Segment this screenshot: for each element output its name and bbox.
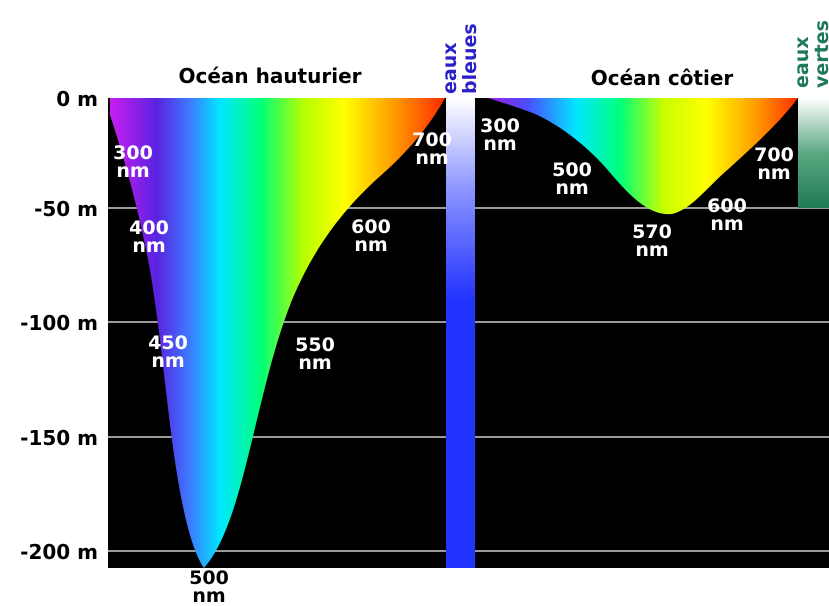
wl-open-600-value: 600 xyxy=(351,216,391,238)
wl-coast-700-unit: nm xyxy=(757,162,790,184)
green-water-label-line2: vertes xyxy=(811,20,829,88)
blue-water-label-line2: bleues xyxy=(459,23,481,94)
wl-open-500-value: 500 xyxy=(189,567,229,589)
depth-tick-100: -100 m xyxy=(20,311,98,335)
open-ocean-title: Océan hauturier xyxy=(178,64,361,88)
blue-water-column xyxy=(446,98,475,568)
open-ocean-spectrum xyxy=(110,98,445,568)
coastal-ocean-title: Océan côtier xyxy=(591,66,734,90)
wl-coast-500-value: 500 xyxy=(552,159,592,181)
wl-open-300-value: 300 xyxy=(113,142,153,164)
wl-open-450-unit: nm xyxy=(151,350,184,372)
depth-tick-50: -50 m xyxy=(34,197,98,221)
wl-coast-570-unit: nm xyxy=(635,239,668,261)
green-water-label: eaux vertes xyxy=(791,20,829,88)
wl-open-550-value: 550 xyxy=(295,334,335,356)
depth-axis: 0 m -50 m -100 m -150 m -200 m xyxy=(20,87,98,564)
blue-water-label-line1: eaux xyxy=(439,43,461,95)
wl-open-550-unit: nm xyxy=(298,352,331,374)
wl-coast-600-unit: nm xyxy=(710,213,743,235)
wl-open-500-unit: nm xyxy=(192,585,225,606)
wl-open-700-value: 700 xyxy=(412,129,452,151)
wl-open-300-unit: nm xyxy=(116,160,149,182)
depth-tick-150: -150 m xyxy=(20,426,98,450)
wl-open-400-value: 400 xyxy=(129,217,169,239)
wl-open-400-unit: nm xyxy=(132,235,165,257)
depth-tick-0: 0 m xyxy=(56,87,98,111)
green-water-label-line1: eaux xyxy=(791,37,813,89)
coastal-ocean-wavelength-labels: 300 nm 500 nm 570 nm 600 nm 700 nm xyxy=(480,115,794,261)
wl-coast-500-unit: nm xyxy=(555,177,588,199)
wl-open-600-unit: nm xyxy=(354,234,387,256)
wl-open-450-value: 450 xyxy=(148,332,188,354)
open-ocean-wavelength-labels: 300 nm 400 nm 450 nm 500 nm 550 nm 600 n… xyxy=(113,129,452,606)
wl-coast-600-value: 600 xyxy=(707,195,747,217)
wl-coast-300-unit: nm xyxy=(483,133,516,155)
blue-water-label: eaux bleues xyxy=(439,23,481,94)
wl-open-700-unit: nm xyxy=(415,147,448,169)
wl-coast-570-value: 570 xyxy=(632,221,672,243)
green-water-column xyxy=(798,98,829,208)
wl-coast-300-value: 300 xyxy=(480,115,520,137)
coastal-ocean-spectrum xyxy=(488,98,798,215)
wl-coast-700-value: 700 xyxy=(754,144,794,166)
depth-tick-200: -200 m xyxy=(20,540,98,564)
